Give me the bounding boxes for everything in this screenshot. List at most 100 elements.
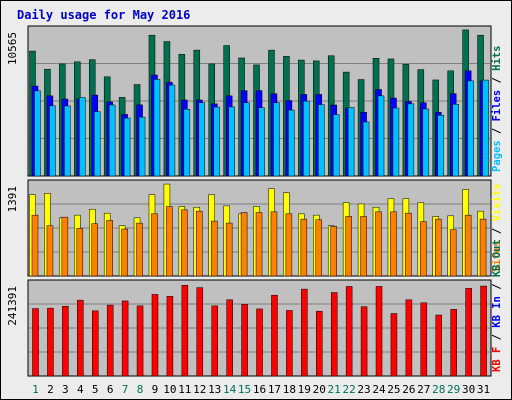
panel-bottom-bar-kbin-day-2 [47, 307, 54, 377]
panel-top-legend-part-1: / [491, 121, 503, 140]
panel-bottom-bar-kbin-day-24 [375, 286, 383, 377]
panel-top-bar-pages-day-1 [34, 90, 41, 177]
day-label-13: 13 [208, 383, 221, 396]
panel-top-bar-pages-day-26 [407, 103, 415, 177]
panel-top-bar-pages-day-29 [452, 104, 459, 177]
panel-top-bar-pages-day-22 [347, 107, 355, 177]
panel-top-bar-pages-day-31 [482, 79, 489, 177]
panel-bottom-legend-part-1: / [491, 328, 503, 347]
panel-top-bar-pages-day-12 [198, 102, 206, 177]
day-label-26: 26 [402, 383, 415, 396]
panel-bottom-bar-kbin-day-1 [32, 308, 39, 377]
panel-bottom-legend-part-2: KB In [491, 296, 503, 328]
panel-middle-bar-sites-day-5 [91, 223, 98, 277]
panel-middle-legend-part-2: Visits [491, 183, 503, 221]
panel-bottom-bar-kbin-day-18 [286, 310, 293, 377]
panel-top-bar-pages-day-10 [168, 84, 176, 177]
panel-bottom-bar-kbin-day-11 [181, 285, 189, 377]
panel-middle-bar-sites-day-26 [405, 212, 412, 277]
day-label-6: 6 [107, 383, 114, 396]
panel-bottom-bar-kbin-day-28 [435, 314, 443, 377]
panel-top-bar-pages-day-13 [213, 106, 220, 177]
panel-top-bar-pages-day-5 [93, 111, 101, 177]
panel-bottom-bar-kbin-day-5 [91, 310, 99, 377]
panel-bottom-bar-kbin-day-14 [226, 299, 233, 377]
panel-top-legend-part-3: / [491, 71, 503, 90]
panel-middle-legend-part-1: / [491, 221, 503, 240]
day-label-2: 2 [47, 383, 54, 396]
day-label-16: 16 [253, 383, 266, 396]
panel-bottom-bar-kbin-day-20 [316, 310, 323, 377]
day-label-27: 27 [417, 383, 430, 396]
day-label-20: 20 [313, 383, 326, 396]
panel-top-legend-part-4: Hits [491, 46, 503, 71]
panel-top-bar-pages-day-2 [49, 105, 56, 177]
panel-top-bar-pages-day-24 [377, 95, 385, 177]
panel-middle-bar-sites-day-3 [61, 216, 69, 277]
day-label-30: 30 [462, 383, 475, 396]
panel-top-legend-part-2: Files [491, 90, 503, 122]
panel-middle-bar-sites-day-12 [196, 210, 203, 277]
panel-bottom-legend-part-3: / [491, 277, 503, 296]
panel-middle-bar-sites-day-25 [390, 211, 397, 277]
panel-middle-bar-sites-day-1 [31, 214, 39, 277]
panel-top-bar-pages-day-20 [318, 104, 325, 177]
panel-top-bar-pages-day-9 [153, 79, 161, 177]
panels-layer: 10565 Pages / Files / Hits 1391 Sites / Vis… [6, 25, 503, 377]
panel-top-bar-pages-day-3 [64, 105, 71, 177]
panel-top-bar-pages-day-21 [332, 114, 340, 177]
panel-bottom-bar-kbin-day-7 [121, 300, 129, 377]
panel-top-bar-pages-day-15 [243, 102, 250, 177]
day-label-21: 21 [328, 383, 341, 396]
panel-bottom-legend-part-4: KB Out [491, 239, 503, 277]
panel-bottom-bar-kbin-day-29 [450, 309, 457, 377]
panel-middle-bar-sites-day-9 [151, 213, 158, 277]
panel-bottom-bar-kbin-day-27 [420, 302, 428, 377]
panel-bottom-bar-kbin-day-13 [211, 305, 218, 377]
panel-middle-bar-sites-day-7 [121, 228, 128, 277]
day-label-25: 25 [387, 383, 400, 396]
panel-top-bar-pages-day-25 [392, 107, 400, 177]
panel-top-bar-pages-day-23 [362, 121, 370, 177]
panel-middle: 1391 Sites / Visits [6, 179, 503, 277]
panel-bottom-bar-kbin-day-12 [196, 287, 204, 377]
panel-top-legend: Pages / Files / Hits [491, 46, 503, 172]
panel-bottom-bar-kbin-day-31 [480, 285, 487, 377]
panel-bottom-bar-kbin-day-17 [271, 294, 278, 377]
day-label-5: 5 [92, 383, 99, 396]
panel-middle-legend-part-0: Sites [491, 240, 503, 272]
panel-middle-bar-sites-day-8 [136, 222, 143, 277]
panel-top-bar-pages-day-11 [183, 109, 191, 177]
panel-middle-bar-sites-day-31 [479, 218, 487, 277]
panel-top-scale-label: 10565 [6, 32, 19, 65]
day-label-23: 23 [357, 383, 370, 396]
panel-top-bar-pages-day-4 [79, 97, 86, 177]
panel-bottom-bar-kbin-day-16 [256, 308, 263, 377]
chart-title: Daily usage for May 2016 [17, 8, 190, 22]
panel-middle-bar-sites-day-16 [255, 212, 263, 277]
panel-bottom-bar-kbin-day-3 [62, 306, 69, 377]
panel-middle-bar-sites-day-21 [330, 226, 337, 277]
panel-middle-legend: Sites / Visits [491, 183, 503, 272]
panel-middle-bar-sites-day-23 [360, 216, 367, 277]
panel-top: 10565 Pages / Files / Hits [6, 25, 503, 177]
panel-middle-bar-sites-day-6 [106, 220, 113, 277]
day-label-14: 14 [223, 383, 237, 396]
panel-middle-bar-sites-day-14 [225, 222, 233, 277]
day-label-22: 22 [342, 383, 355, 396]
panel-bottom-bar-kbin-day-30 [465, 288, 472, 377]
panel-top-bar-pages-day-8 [138, 116, 146, 177]
panel-middle-bar-sites-day-2 [46, 225, 54, 277]
panel-middle-bar-sites-day-29 [449, 229, 457, 277]
panel-bottom-bar-kbin-day-10 [166, 296, 174, 377]
panel-middle-bar-sites-day-27 [420, 221, 427, 277]
panel-middle-bar-sites-day-28 [435, 218, 442, 277]
panel-bottom-bar-kbin-day-19 [301, 288, 308, 377]
panel-middle-bar-sites-day-11 [181, 209, 188, 277]
panel-top-legend-part-0: Pages [491, 140, 503, 172]
panel-bottom-bar-kbin-day-6 [106, 304, 114, 377]
panel-bottom-bar-kbin-day-8 [136, 305, 144, 377]
day-label-17: 17 [268, 383, 281, 396]
panel-bottom-legend: KB F / KB In / KB Out [491, 239, 503, 372]
